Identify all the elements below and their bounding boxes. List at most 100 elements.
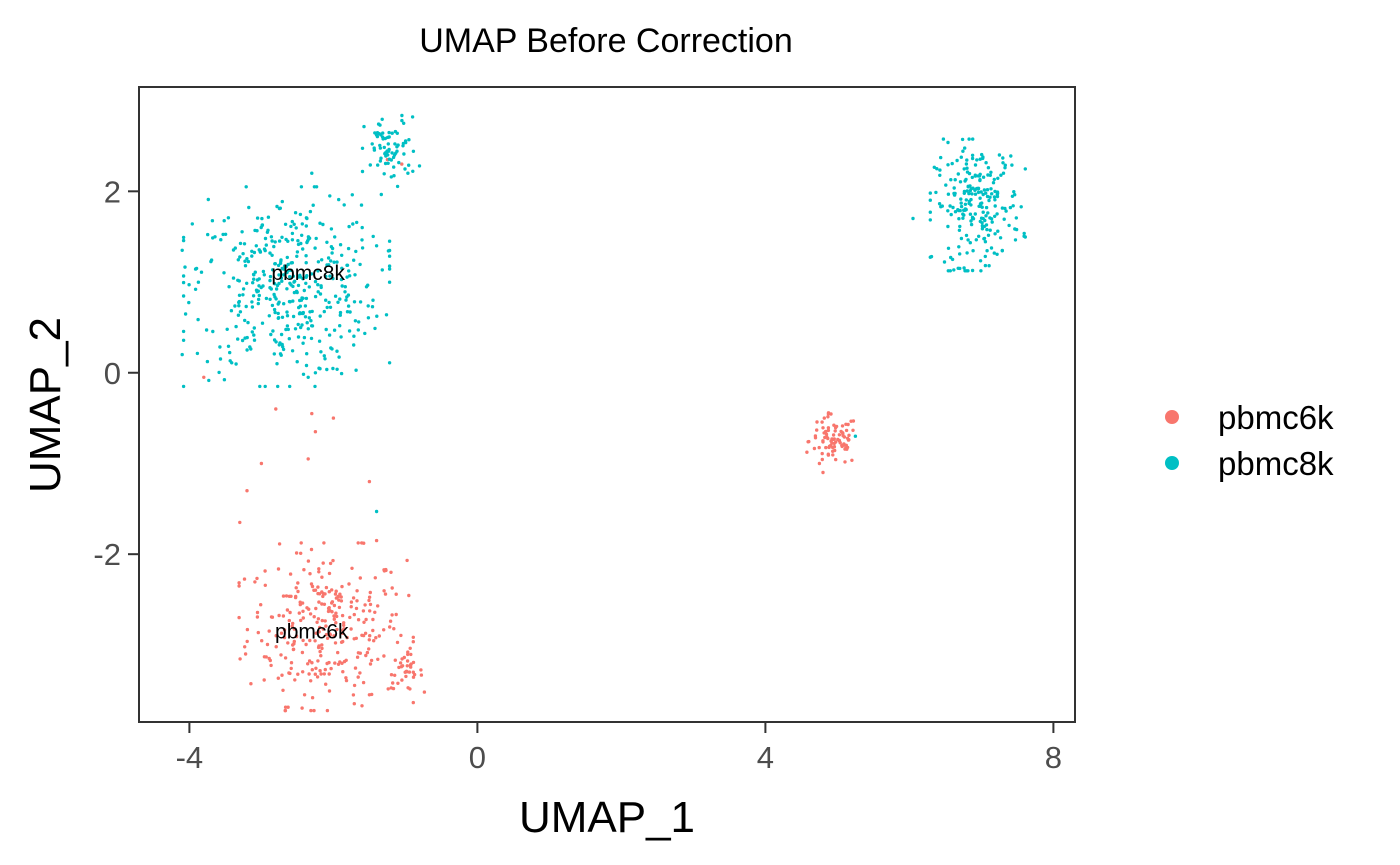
point-pbmc6k	[367, 479, 372, 484]
point-pbmc6k	[356, 618, 361, 622]
point-pbmc8k	[389, 175, 393, 179]
point-pbmc8k	[260, 216, 264, 221]
point-pbmc6k	[396, 681, 400, 685]
point-pbmc6k	[355, 589, 359, 593]
point-pbmc6k	[833, 429, 837, 433]
point-pbmc8k	[301, 372, 306, 376]
point-pbmc6k	[202, 375, 206, 379]
point-pbmc8k	[1001, 156, 1005, 160]
point-pbmc6k	[351, 693, 356, 697]
point-pbmc8k	[327, 333, 332, 337]
point-pbmc6k	[376, 604, 380, 608]
point-pbmc6k	[301, 670, 305, 674]
point-pbmc6k	[263, 569, 267, 573]
point-pbmc6k	[319, 654, 323, 658]
point-pbmc8k	[285, 287, 289, 291]
point-pbmc8k	[1022, 231, 1026, 236]
point-pbmc6k	[259, 461, 264, 466]
point-pbmc6k	[325, 636, 330, 640]
point-pbmc8k	[950, 161, 954, 166]
point-pbmc6k	[334, 621, 338, 625]
point-pbmc6k	[316, 585, 320, 589]
point-pbmc8k	[987, 198, 991, 203]
point-pbmc8k	[969, 219, 973, 223]
point-pbmc8k	[316, 290, 320, 294]
point-pbmc8k	[379, 192, 383, 197]
point-pbmc6k	[389, 570, 393, 574]
point-pbmc8k	[279, 353, 283, 357]
point-pbmc8k	[253, 228, 257, 233]
point-pbmc8k	[993, 204, 997, 208]
point-pbmc6k	[817, 445, 821, 450]
point-pbmc6k	[299, 541, 303, 545]
point-pbmc6k	[327, 590, 331, 594]
point-pbmc6k	[411, 660, 416, 665]
point-pbmc6k	[826, 426, 831, 430]
point-pbmc8k	[338, 324, 342, 328]
point-pbmc8k	[301, 341, 305, 345]
point-pbmc8k	[325, 305, 329, 310]
point-pbmc8k	[281, 347, 286, 352]
point-pbmc8k	[411, 149, 416, 153]
point-pbmc8k	[282, 273, 286, 277]
point-pbmc8k	[387, 254, 392, 258]
point-pbmc6k	[373, 610, 377, 614]
point-pbmc6k	[842, 435, 847, 439]
point-pbmc8k	[252, 250, 257, 255]
point-pbmc8k	[406, 171, 410, 175]
point-pbmc8k	[968, 241, 972, 245]
point-pbmc8k	[375, 131, 380, 135]
point-pbmc8k	[363, 331, 367, 336]
point-pbmc8k	[946, 246, 951, 250]
point-pbmc8k	[324, 327, 328, 332]
point-pbmc8k	[1010, 163, 1014, 167]
point-pbmc8k	[291, 299, 295, 303]
point-pbmc8k	[300, 323, 304, 327]
point-pbmc8k	[273, 240, 277, 244]
point-pbmc8k	[241, 293, 245, 297]
point-pbmc6k	[319, 672, 323, 676]
point-pbmc8k	[366, 316, 371, 320]
point-pbmc8k	[968, 212, 973, 216]
point-pbmc8k	[262, 273, 266, 277]
point-pbmc8k	[318, 314, 322, 318]
point-pbmc8k	[277, 273, 281, 277]
point-pbmc8k	[986, 173, 990, 177]
point-pbmc6k	[400, 678, 404, 682]
point-pbmc8k	[853, 434, 858, 438]
point-pbmc8k	[958, 224, 962, 229]
point-pbmc8k	[993, 198, 997, 202]
point-pbmc8k	[288, 275, 292, 279]
point-pbmc8k	[296, 335, 301, 339]
point-pbmc8k	[392, 165, 396, 169]
point-pbmc8k	[946, 224, 950, 229]
point-pbmc6k	[349, 600, 354, 604]
point-pbmc6k	[368, 662, 373, 666]
point-pbmc8k	[969, 222, 974, 227]
point-pbmc6k	[283, 656, 288, 660]
point-pbmc8k	[257, 293, 261, 298]
point-pbmc6k	[262, 678, 266, 682]
point-pbmc8k	[181, 238, 186, 243]
point-pbmc8k	[276, 263, 281, 268]
point-pbmc6k	[364, 617, 368, 622]
point-pbmc6k	[308, 612, 313, 616]
point-pbmc6k	[382, 589, 386, 593]
point-pbmc6k	[391, 686, 396, 691]
point-pbmc8k	[345, 263, 349, 267]
point-pbmc8k	[1008, 205, 1013, 210]
point-pbmc8k	[402, 152, 406, 156]
point-pbmc6k	[351, 596, 356, 600]
point-pbmc8k	[958, 180, 963, 184]
point-pbmc8k	[1003, 206, 1007, 211]
point-pbmc6k	[313, 588, 318, 592]
points-layer	[180, 113, 1027, 713]
point-pbmc8k	[293, 327, 298, 331]
point-pbmc6k	[287, 594, 291, 598]
point-pbmc6k	[353, 666, 358, 670]
point-pbmc6k	[243, 652, 248, 656]
point-pbmc8k	[247, 205, 251, 210]
point-pbmc8k	[1004, 209, 1008, 213]
point-pbmc8k	[194, 266, 199, 271]
chart-title: UMAP Before Correction	[419, 22, 793, 60]
